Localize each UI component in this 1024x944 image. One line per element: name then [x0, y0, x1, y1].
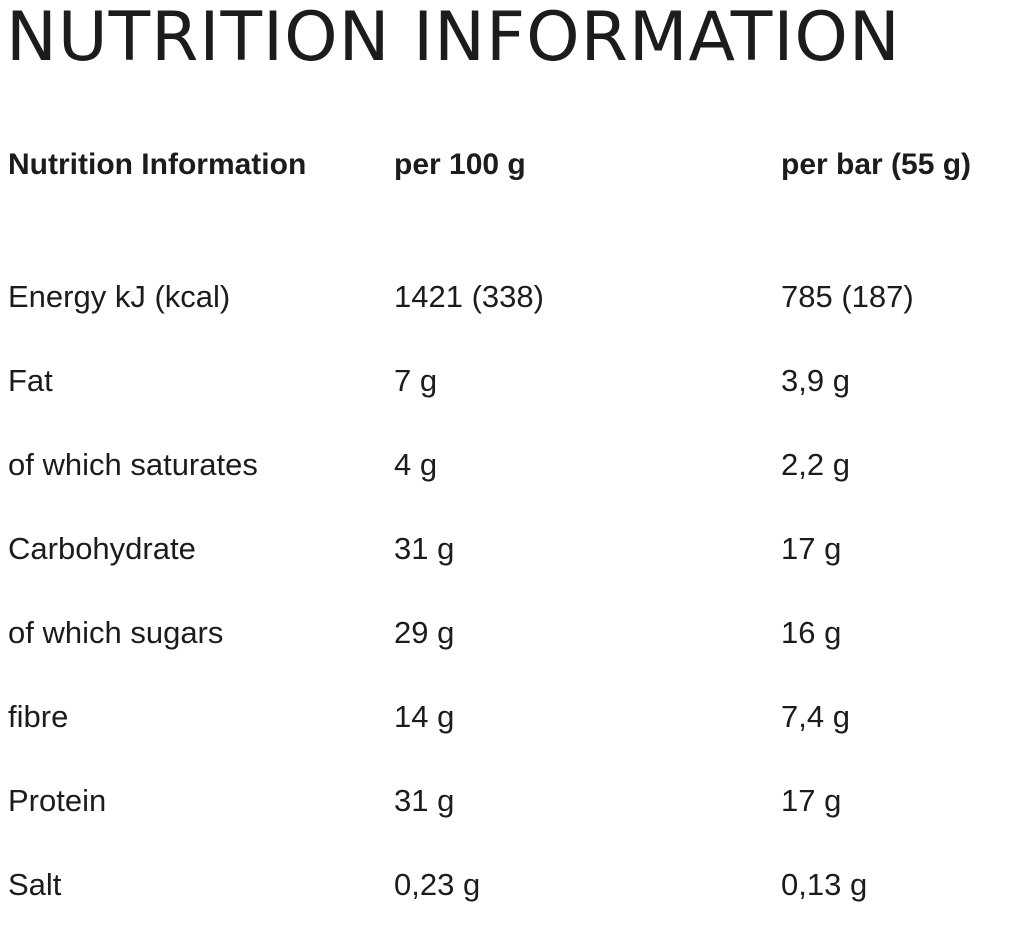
table-row-salt: Salt 0,23 g 0,13 g — [8, 860, 1024, 944]
table-header-row: Nutrition Information per 100 g per bar … — [8, 140, 1024, 272]
value-per-bar: 7,4 g — [781, 699, 850, 734]
value-per-bar: 3,9 g — [781, 363, 850, 398]
value-per-100g: 1421 (338) — [394, 279, 544, 314]
nutrient-label: fibre — [8, 699, 69, 734]
table-row-carbohydrate: Carbohydrate 31 g 17 g — [8, 524, 1024, 608]
nutrition-table: Nutrition Information per 100 g per bar … — [8, 140, 1024, 944]
value-per-100g: 14 g — [394, 699, 455, 734]
page-title: NUTRITION INFORMATION — [6, 0, 901, 77]
nutrient-label: of which saturates — [8, 447, 258, 482]
table-row-fat: Fat 7 g 3,9 g — [8, 356, 1024, 440]
value-per-100g: 0,23 g — [394, 867, 481, 902]
nutrient-label: Carbohydrate — [8, 531, 196, 566]
value-per-bar: 785 (187) — [781, 279, 914, 314]
nutrient-label: Salt — [8, 867, 62, 902]
nutrient-label: of which sugars — [8, 615, 224, 650]
value-per-bar: 0,13 g — [781, 867, 868, 902]
value-per-100g: 4 g — [394, 447, 438, 482]
nutrient-label: Energy kJ (kcal) — [8, 279, 231, 314]
column-header-per-bar: per bar (55 g) — [781, 148, 972, 181]
value-per-bar: 2,2 g — [781, 447, 850, 482]
value-per-100g: 31 g — [394, 783, 455, 818]
column-header-nutrient: Nutrition Information — [8, 148, 307, 181]
value-per-100g: 29 g — [394, 615, 455, 650]
table-row-sugars: of which sugars 29 g 16 g — [8, 608, 1024, 692]
value-per-100g: 31 g — [394, 531, 455, 566]
nutrient-label: Protein — [8, 783, 107, 818]
value-per-bar: 17 g — [781, 531, 842, 566]
value-per-100g: 7 g — [394, 363, 438, 398]
nutrient-label: Fat — [8, 363, 53, 398]
table-row-energy: Energy kJ (kcal) 1421 (338) 785 (187) — [8, 272, 1024, 356]
table-row-protein: Protein 31 g 17 g — [8, 776, 1024, 860]
value-per-bar: 17 g — [781, 783, 842, 818]
table-row-fibre: fibre 14 g 7,4 g — [8, 692, 1024, 776]
column-header-per-100g: per 100 g — [394, 148, 526, 181]
table-row-saturates: of which saturates 4 g 2,2 g — [8, 440, 1024, 524]
value-per-bar: 16 g — [781, 615, 842, 650]
